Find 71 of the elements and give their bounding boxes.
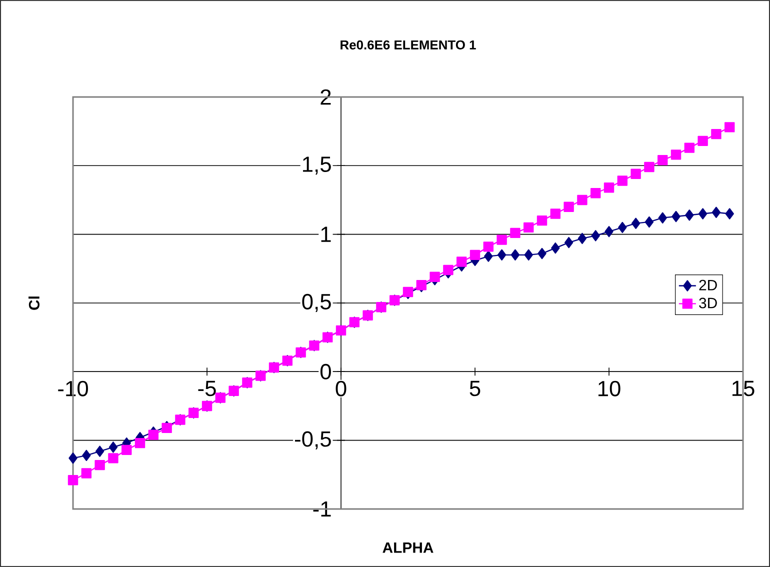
point: [443, 264, 454, 276]
point: [712, 206, 721, 218]
point: [551, 242, 560, 254]
point: [711, 128, 722, 140]
point: [497, 249, 506, 261]
x-tick-label: -10: [58, 380, 88, 396]
point: [68, 475, 78, 486]
point: [82, 450, 91, 462]
point: [564, 202, 574, 212]
y-axis-title: Cl: [28, 296, 40, 310]
point: [724, 122, 735, 132]
point: [658, 155, 668, 166]
legend-label: 3D: [699, 298, 717, 308]
point: [68, 452, 78, 464]
point: [590, 188, 601, 198]
point: [591, 230, 600, 242]
y-tick-label: 0,5: [302, 294, 331, 312]
point: [510, 249, 520, 261]
point: [496, 234, 507, 245]
point: [644, 162, 654, 172]
point: [550, 208, 561, 219]
x-tick-label: 10: [598, 380, 620, 396]
point: [430, 272, 440, 282]
point: [631, 218, 640, 229]
point: [685, 209, 694, 221]
point: [456, 256, 467, 267]
point: [538, 248, 546, 260]
y-tick-label: -1: [313, 501, 331, 517]
point: [604, 182, 614, 193]
x-tick-label: -5: [198, 380, 216, 396]
point: [670, 150, 682, 160]
point: [524, 249, 533, 261]
point: [698, 136, 708, 146]
point: [483, 242, 494, 252]
point: [95, 446, 104, 457]
point: [630, 168, 641, 179]
point: [524, 222, 534, 233]
point: [658, 212, 667, 224]
y-tick-label: 0: [320, 364, 331, 380]
point: [604, 226, 614, 238]
point: [108, 442, 118, 453]
point: [122, 444, 132, 456]
x-tick-label: 15: [732, 380, 754, 396]
point: [577, 194, 588, 206]
point: [617, 176, 628, 186]
point: [684, 142, 695, 153]
point: [644, 216, 654, 228]
point: [94, 460, 105, 470]
x-tick-label: 0: [336, 380, 346, 396]
point: [536, 215, 548, 226]
point: [672, 210, 680, 222]
y-tick-label: 1,5: [303, 156, 331, 175]
point: [698, 208, 708, 220]
point: [725, 208, 734, 220]
point: [510, 228, 520, 238]
y-tick-label: 1: [321, 226, 331, 242]
point: [578, 232, 587, 244]
legend-label: 2D: [699, 280, 717, 290]
point: [484, 250, 493, 262]
point: [148, 430, 159, 440]
x-axis-title: ALPHA: [382, 542, 434, 553]
point: [618, 222, 627, 234]
point: [134, 438, 146, 448]
chart-title: Re0.6E6 ELEMENTO 1: [340, 40, 476, 50]
point: [564, 236, 574, 248]
point: [108, 453, 118, 464]
y-tick-label: -0,5: [295, 431, 331, 450]
y-tick-label: 2: [320, 89, 331, 105]
x-tick-label: 5: [470, 380, 480, 396]
point: [81, 468, 92, 478]
point: [470, 250, 480, 260]
